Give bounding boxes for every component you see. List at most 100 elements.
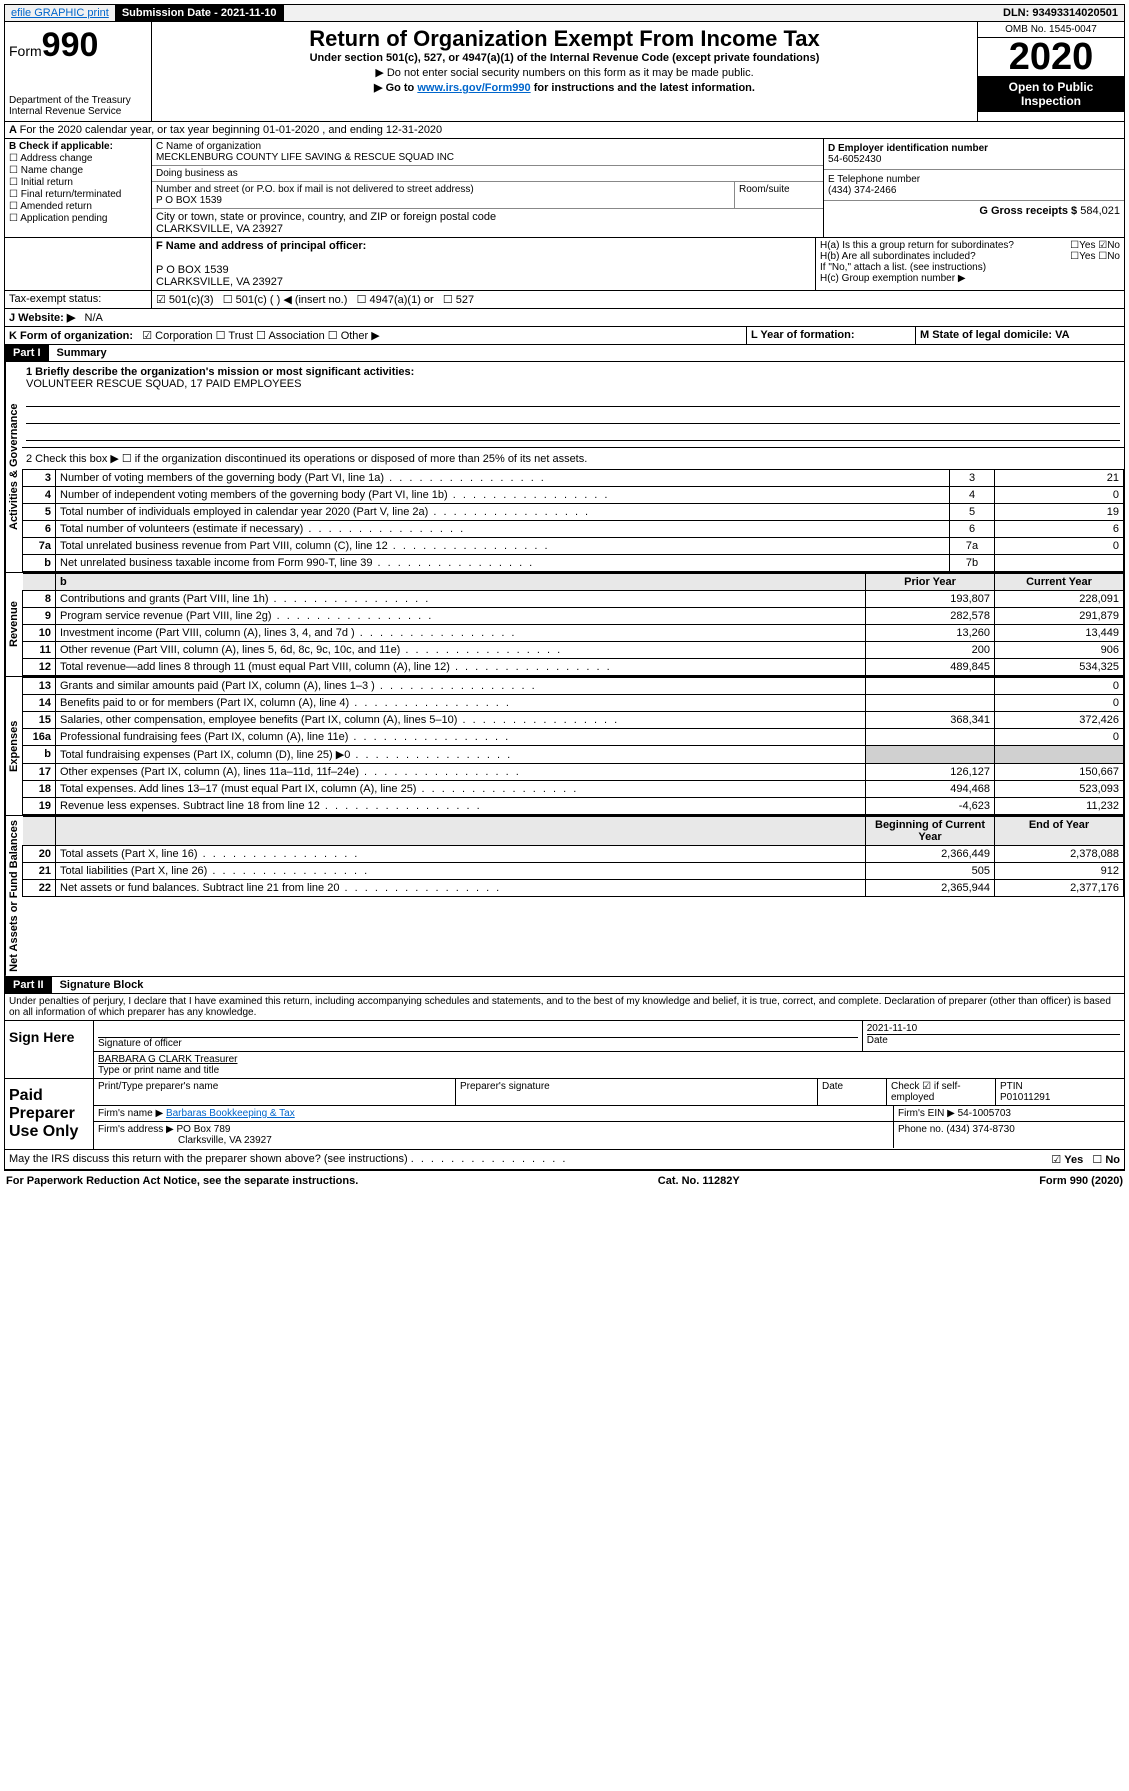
table-row: 8Contributions and grants (Part VIII, li… (23, 591, 1124, 608)
org-city: CLARKSVILLE, VA 23927 (156, 223, 283, 235)
perjury-text: Under penalties of perjury, I declare th… (4, 994, 1125, 1021)
section-net: Net Assets or Fund Balances Beginning of… (4, 816, 1125, 977)
form-number: Form990 (9, 26, 147, 65)
chk-final[interactable]: ☐ Final return/terminated (9, 189, 147, 200)
line-i: Tax-exempt status: ☑ 501(c)(3) ☐ 501(c) … (4, 291, 1125, 309)
side-ag: Activities & Governance (5, 362, 22, 572)
part1-title: Summary (57, 347, 107, 359)
footer-mid: Cat. No. 11282Y (658, 1175, 740, 1187)
tax-year: 2020 (978, 38, 1124, 76)
right-info: D Employer identification number 54-6052… (824, 139, 1124, 237)
signature-of-officer[interactable]: Signature of officer (94, 1021, 863, 1051)
table-row: 10Investment income (Part VIII, column (… (23, 625, 1124, 642)
table-row: 15Salaries, other compensation, employee… (23, 712, 1124, 729)
dept-treasury: Department of the Treasury (9, 95, 147, 106)
line-k[interactable]: K Form of organization: ☑ Corporation ☐ … (5, 327, 747, 344)
line-j: J Website: ▶ N/A (4, 309, 1125, 327)
table-exp: 13Grants and similar amounts paid (Part … (22, 677, 1124, 815)
firm-address: Firm's address ▶ PO Box 789 Clarksville,… (94, 1122, 894, 1148)
officer-name: BARBARA G CLARK Treasurer Type or print … (94, 1052, 1124, 1078)
firm-name: Firm's name ▶ Barbaras Bookkeeping & Tax (94, 1106, 894, 1121)
chk-amended[interactable]: ☐ Amended return (9, 201, 147, 212)
table-row: 9Program service revenue (Part VIII, lin… (23, 608, 1124, 625)
ptin: PTINP01011291 (996, 1079, 1124, 1105)
efile-link[interactable]: efile GRAPHIC print (5, 5, 116, 21)
submission-date-button[interactable]: Submission Date - 2021-11-10 (116, 5, 284, 21)
section-ag: Activities & Governance 1 Briefly descri… (4, 362, 1125, 573)
chk-pending[interactable]: ☐ Application pending (9, 213, 147, 224)
q1-label: 1 Briefly describe the organization's mi… (26, 366, 414, 378)
phone: (434) 374-2466 (828, 185, 896, 196)
table-net: Beginning of Current Year End of Year 20… (22, 816, 1124, 897)
ein: 54-6052430 (828, 154, 881, 165)
line-a: A For the 2020 calendar year, or tax yea… (4, 122, 1125, 139)
side-net: Net Assets or Fund Balances (5, 816, 22, 976)
dept-irs: Internal Revenue Service (9, 106, 147, 117)
header-middle: Return of Organization Exempt From Incom… (152, 22, 977, 121)
box-b: B Check if applicable: ☐ Address change … (5, 139, 152, 237)
firm-ein: Firm's EIN ▶ 54-1005703 (894, 1106, 1124, 1121)
table-row: 6Total number of volunteers (estimate if… (23, 521, 1124, 538)
tax-status-opts[interactable]: ☑ 501(c)(3) ☐ 501(c) ( ) ◀ (insert no.) … (152, 291, 1124, 308)
org-name: MECKLENBURG COUNTY LIFE SAVING & RESCUE … (156, 152, 454, 163)
q2: 2 Check this box ▶ ☐ if the organization… (22, 448, 1124, 469)
paid-preparer-label: Paid Preparer Use Only (5, 1079, 94, 1149)
part1-bar: Part I Summary (4, 345, 1125, 362)
table-row: 22Net assets or fund balances. Subtract … (23, 880, 1124, 897)
section-exp: Expenses 13Grants and similar amounts pa… (4, 677, 1125, 816)
table-row: 14Benefits paid to or for members (Part … (23, 695, 1124, 712)
table-row: 20Total assets (Part X, line 16)2,366,44… (23, 846, 1124, 863)
box-h: H(a) Is this a group return for subordin… (816, 238, 1124, 290)
table-row: 16aProfessional fundraising fees (Part I… (23, 729, 1124, 746)
irs-link[interactable]: www.irs.gov/Form990 (417, 82, 530, 94)
part1-label: Part I (5, 345, 49, 361)
form-header: Form990 Department of the Treasury Inter… (4, 22, 1125, 122)
self-employed[interactable]: Check ☑ if self-employed (887, 1079, 996, 1105)
preparer-sig-h: Preparer's signature (456, 1079, 818, 1105)
table-row: 12Total revenue—add lines 8 through 11 (… (23, 659, 1124, 676)
header-left: Form990 Department of the Treasury Inter… (5, 22, 152, 121)
sign-date: 2021-11-10 Date (863, 1021, 1124, 1051)
chk-initial[interactable]: ☐ Initial return (9, 177, 147, 188)
tax-status-label: Tax-exempt status: (5, 291, 152, 308)
preparer-date-h: Date (818, 1079, 887, 1105)
room-suite: Room/suite (735, 182, 823, 208)
top-bar: efile GRAPHIC print Submission Date - 20… (4, 4, 1125, 22)
table-row: bTotal fundraising expenses (Part IX, co… (23, 746, 1124, 764)
table-row: 4Number of independent voting members of… (23, 487, 1124, 504)
chk-name[interactable]: ☐ Name change (9, 165, 147, 176)
preparer-name-h: Print/Type preparer's name (94, 1079, 456, 1105)
ssn-note: ▶ Do not enter social security numbers o… (156, 66, 973, 79)
table-row: 7aTotal unrelated business revenue from … (23, 538, 1124, 555)
table-row: 3Number of voting members of the governi… (23, 470, 1124, 487)
part2-label: Part II (5, 977, 52, 993)
form-title: Return of Organization Exempt From Incom… (156, 26, 973, 52)
side-exp: Expenses (5, 677, 22, 815)
discuss-answer[interactable]: ☑ Yes ☐ No (1051, 1153, 1120, 1166)
h-a-answer[interactable]: ☐Yes ☑No (1070, 240, 1120, 251)
open-public: Open to PublicInspection (978, 76, 1124, 112)
table-row: 21Total liabilities (Part X, line 26)505… (23, 863, 1124, 880)
table-row: 17Other expenses (Part IX, column (A), l… (23, 764, 1124, 781)
paid-preparer-block: Paid Preparer Use Only Print/Type prepar… (4, 1079, 1125, 1150)
dln-label: DLN: 93493314020501 (997, 5, 1124, 21)
side-rev: Revenue (5, 573, 22, 676)
firm-link[interactable]: Barbaras Bookkeeping & Tax (166, 1108, 295, 1119)
gross-receipts: 584,021 (1080, 205, 1120, 217)
table-row: 11Other revenue (Part VIII, column (A), … (23, 642, 1124, 659)
box-f: F Name and address of principal officer:… (151, 238, 816, 290)
discuss-row: May the IRS discuss this return with the… (4, 1150, 1125, 1170)
part2-title: Signature Block (60, 979, 144, 991)
h-b-answer[interactable]: ☐Yes ☐No (1070, 251, 1120, 262)
table-ag: 3Number of voting members of the governi… (22, 469, 1124, 572)
line-l: L Year of formation: (747, 327, 916, 344)
spacer (5, 238, 151, 290)
form-subtitle: Under section 501(c), 527, or 4947(a)(1)… (156, 52, 973, 64)
table-row: 5Total number of individuals employed in… (23, 504, 1124, 521)
chk-address[interactable]: ☐ Address change (9, 153, 147, 164)
sign-here-label: Sign Here (5, 1021, 94, 1078)
box-c: C Name of organization MECKLENBURG COUNT… (152, 139, 824, 237)
info-block: B Check if applicable: ☐ Address change … (4, 139, 1125, 238)
table-row: bNet unrelated business taxable income f… (23, 555, 1124, 572)
website: N/A (85, 312, 103, 324)
